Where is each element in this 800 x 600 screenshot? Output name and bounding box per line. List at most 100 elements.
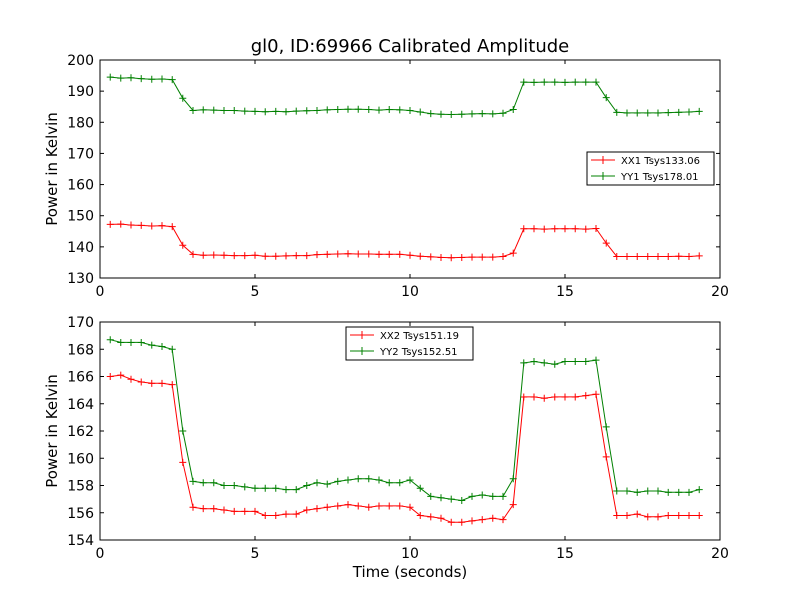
bottom-legend-label-xx2: XX2 Tsys151.19 [380,331,459,342]
top-series-1-point [313,106,321,114]
bottom-series-1-point [137,338,145,346]
bottom-series-0-point [323,503,331,511]
bottom-y-tick-label: 154 [67,533,94,549]
bottom-series-0-point [375,502,383,510]
bottom-series-0-point [230,507,238,515]
top-series-1-point [644,109,652,117]
top-series-0-point [292,252,300,260]
bottom-series-0-point [509,501,517,509]
bottom-series-0-point [199,505,207,513]
top-series-1-point [613,108,621,116]
top-series-1-point [106,73,114,81]
bottom-series-line-1 [110,339,700,502]
bottom-series-0-point [292,510,300,518]
top-series-1-point [230,106,238,114]
top-series-1-point [117,74,125,82]
bottom-series-0-point [602,453,610,461]
bottom-series-1-point [571,358,579,366]
top-series-1-point [251,107,259,115]
top-series-0-point [148,222,156,230]
bottom-x-tick-label: 5 [251,546,260,562]
top-series-0-point [416,252,424,260]
bottom-series-1-point [416,484,424,492]
bottom-series-1-point [210,479,218,487]
bottom-series-0-point [551,393,559,401]
bottom-series-1-point [148,341,156,349]
bottom-series-0-point [344,501,352,509]
bottom-series-1-point [623,487,631,495]
bottom-series-1-point [551,360,559,368]
bottom-x-tick-label: 20 [711,546,729,562]
top-series-0-point [189,250,197,258]
top-x-tick-label: 10 [401,284,419,300]
top-series-0-point [633,253,641,261]
bottom-series-1-point [675,488,683,496]
bottom-series-1-point [189,477,197,485]
top-series-1-point [261,108,269,116]
bottom-series-1-point [644,487,652,495]
bottom-series-1-point [179,427,187,435]
bottom-series-0-point [406,503,414,511]
top-series-1-point [540,78,548,86]
top-series-1-point [323,106,331,114]
bottom-series-0-point [582,392,590,400]
top-series-0-point [499,253,507,261]
bottom-series-0-point [675,511,683,519]
bottom-series-1-point [540,359,548,367]
top-legend-box [586,151,715,186]
top-series-0-point [551,225,559,233]
bottom-series-1-point [354,475,362,483]
bottom-series-1-point [396,479,404,487]
top-series-1-point [406,106,414,114]
bottom-series-group [106,336,703,526]
top-y-axis-label: Power in Kelvin [43,112,61,226]
top-series-1-point [396,106,404,114]
top-series-0-point [385,250,393,258]
bottom-series-1-point [106,336,114,344]
bottom-series-0-point [633,510,641,518]
bottom-series-0-point [654,513,662,521]
bottom-series-1-point [251,484,259,492]
top-series-1-point [592,78,600,86]
top-series-0-point [664,253,672,261]
top-series-0-point [375,250,383,258]
bottom-series-1-point [561,358,569,366]
bottom-series-0-point [220,506,228,514]
top-series-1-point [499,109,507,117]
bottom-series-1-point [241,483,249,491]
top-series-0-point [282,252,290,260]
top-x-tick-label: 0 [96,284,105,300]
bottom-y-axis-label: Power in Kelvin [43,374,61,488]
top-series-1-point [520,78,528,86]
top-x-tick-label: 15 [556,284,574,300]
top-series-0-point [344,250,352,258]
top-series-1-point [303,107,311,115]
bottom-series-0-point [644,513,652,521]
bottom-series-1-point [334,477,342,485]
top-series-1-point [509,106,517,114]
top-series-0-point [117,220,125,228]
top-series-1-point [561,78,569,86]
bottom-series-1-point [592,356,600,364]
top-series-0-point [478,253,486,261]
bottom-series-0-point [354,502,362,510]
bottom-series-0-point [189,503,197,511]
top-series-1-point [127,74,135,82]
top-series-0-point [458,253,466,261]
bottom-series-0-point [282,510,290,518]
top-series-1-point [220,106,228,114]
bottom-series-0-point [592,390,600,398]
top-series-1-point [416,108,424,116]
bottom-series-1-point [613,487,621,495]
bottom-legend-label-yy2: YY2 Tsys152.51 [379,347,458,358]
top-series-1-point [654,109,662,117]
bottom-series-1-point [375,476,383,484]
bottom-series-0-point [530,393,538,401]
top-series-1-point [571,78,579,86]
top-series-0-point [354,250,362,258]
top-y-tick-label: 150 [67,209,94,225]
top-series-1-point [385,106,393,114]
top-series-0-point [210,251,218,259]
top-series-1-point [623,109,631,117]
